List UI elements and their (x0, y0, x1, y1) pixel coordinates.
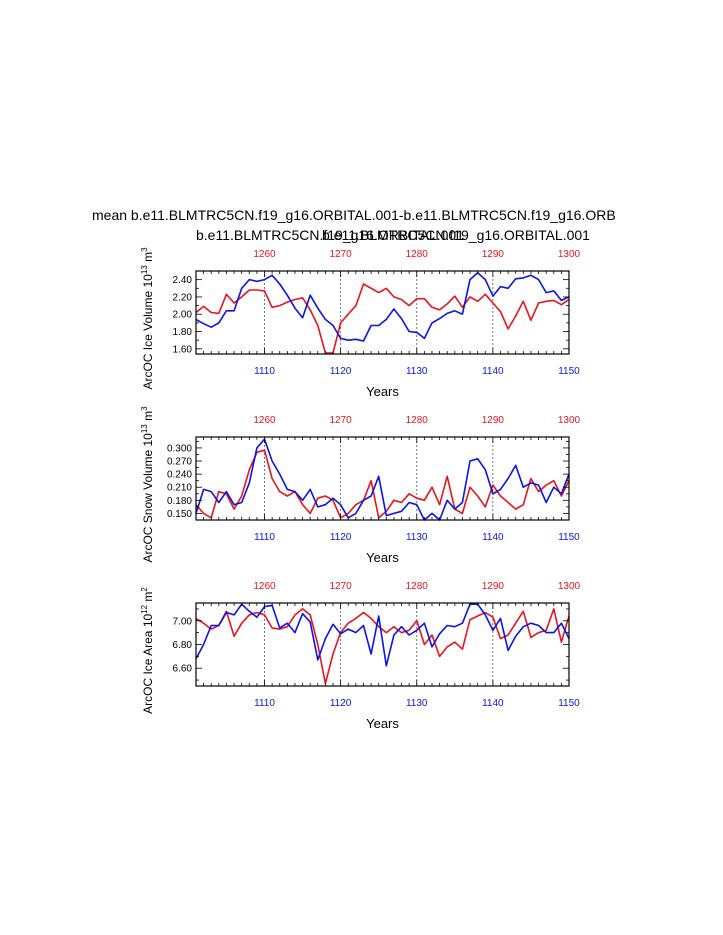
y-axis-label-text: m (141, 592, 155, 605)
plot-frame (195, 270, 570, 355)
series-line-red (195, 608, 570, 685)
x-tick-label-top: 1300 (558, 415, 581, 426)
x-tick-label-bottom: 1130 (406, 532, 428, 543)
y-axis-label: ArcOC Ice Area 1012 m2 (140, 587, 155, 714)
y-axis-label: ArcOC Snow Volume 1013 m3 (140, 406, 155, 563)
y-tick-label: 6.60 (173, 664, 193, 675)
x-tick-label-top: 1290 (482, 249, 505, 260)
x-tick-label-top: 1300 (558, 249, 581, 260)
x-tick-label-top: 1270 (330, 581, 353, 592)
x-tick-label-bottom: 1140 (482, 698, 504, 709)
x-tick-label-bottom: 1150 (558, 532, 580, 543)
x-tick-label-top: 1280 (406, 415, 429, 426)
y-axis-label-exponent: 3 (140, 406, 149, 411)
x-axis-label: Years (366, 716, 399, 731)
y-tick-label: 7.00 (173, 616, 193, 627)
panel-2: 1110 1120 1130 1140 1150 1260 1270 1280 1290 1300… (140, 406, 581, 565)
x-tick-label-top: 1270 (330, 415, 353, 426)
x-tick-label-bottom: 1140 (482, 532, 504, 543)
panel-3: 1110 1120 1130 1140 1150 1260 1270 1280 1290 1300… (140, 581, 581, 731)
series-line-blue (195, 271, 570, 342)
x-tick-label-bottom: 1150 (558, 366, 580, 377)
y-axis-label-text: ArcOC Snow Volume 10 (141, 433, 155, 563)
y-axis-label-text: ArcOC Ice Area 10 (141, 614, 155, 714)
y-tick-label: 0.180 (167, 496, 192, 507)
series-line-blue (195, 438, 570, 521)
y-axis-label-text: m (141, 252, 155, 265)
x-axis-label: Years (366, 384, 399, 399)
x-tick-label-bottom: 1110 (254, 532, 275, 543)
x-tick-label-bottom: 1110 (254, 366, 275, 377)
x-tick-label-top: 1290 (482, 581, 505, 592)
legend-blue-label: b.e11.BLMTRC5CN.f19_g16.ORBITAL.001 (322, 227, 590, 243)
series-line-blue (195, 603, 570, 667)
y-tick-label: 1.80 (173, 327, 193, 338)
y-axis-label-text: ArcOC Ice Volume 10 (141, 274, 155, 390)
x-tick-label-top: 1280 (406, 581, 429, 592)
y-axis-label: ArcOC Ice Volume 1013 m3 (140, 247, 155, 390)
x-tick-label-top: 1280 (406, 249, 429, 260)
y-tick-label: 0.300 (167, 443, 192, 454)
panels: 1110 1120 1130 1140 1150 1260 1270 1280 1290 1300… (140, 247, 581, 731)
y-tick-label: 0.210 (167, 483, 192, 494)
x-tick-label-top: 1260 (253, 581, 276, 592)
plot-frame (195, 436, 570, 521)
y-axis-label-exponent: 13 (140, 424, 149, 433)
x-tick-label-bottom: 1120 (330, 532, 352, 543)
y-tick-label: 1.60 (173, 344, 193, 355)
panel-1: 1110 1120 1130 1140 1150 1260 1270 1280 1290 1300… (140, 247, 581, 399)
y-tick-label: 0.150 (167, 509, 192, 520)
x-tick-label-top: 1270 (330, 249, 353, 260)
x-tick-label-top: 1290 (482, 415, 505, 426)
x-tick-label-bottom: 1140 (482, 366, 504, 377)
y-tick-label: 2.00 (173, 310, 193, 321)
y-tick-label: 2.40 (173, 275, 193, 286)
legend-red-label: b.e11.BLMTRC5CN.f19_g16.ORBITAL.001 (196, 227, 464, 243)
x-tick-label-bottom: 1120 (330, 698, 352, 709)
y-axis-label-text: m (141, 411, 155, 424)
y-tick-label: 0.240 (167, 470, 192, 481)
x-tick-label-top: 1260 (253, 415, 276, 426)
x-tick-label-bottom: 1110 (254, 698, 275, 709)
x-tick-label-bottom: 1120 (330, 366, 352, 377)
series-line-red (195, 283, 570, 354)
x-tick-label-top: 1300 (558, 581, 581, 592)
x-tick-label-top: 1260 (253, 249, 276, 260)
x-tick-label-bottom: 1150 (558, 698, 580, 709)
y-tick-label: 0.270 (167, 457, 192, 468)
y-tick-label: 2.20 (173, 292, 193, 303)
x-tick-label-bottom: 1130 (406, 366, 428, 377)
y-axis-label-exponent: 2 (140, 587, 149, 592)
y-axis-label-exponent: 13 (140, 265, 149, 274)
main-title: mean b.e11.BLMTRC5CN.f19_g16.ORBITAL.001… (92, 207, 616, 223)
y-axis-label-exponent: 3 (140, 247, 149, 252)
series-line-red (195, 449, 570, 519)
x-tick-label-bottom: 1130 (406, 698, 428, 709)
x-axis-label: Years (366, 550, 399, 565)
y-tick-label: 6.80 (173, 640, 193, 651)
y-axis-label-exponent: 12 (140, 604, 149, 613)
